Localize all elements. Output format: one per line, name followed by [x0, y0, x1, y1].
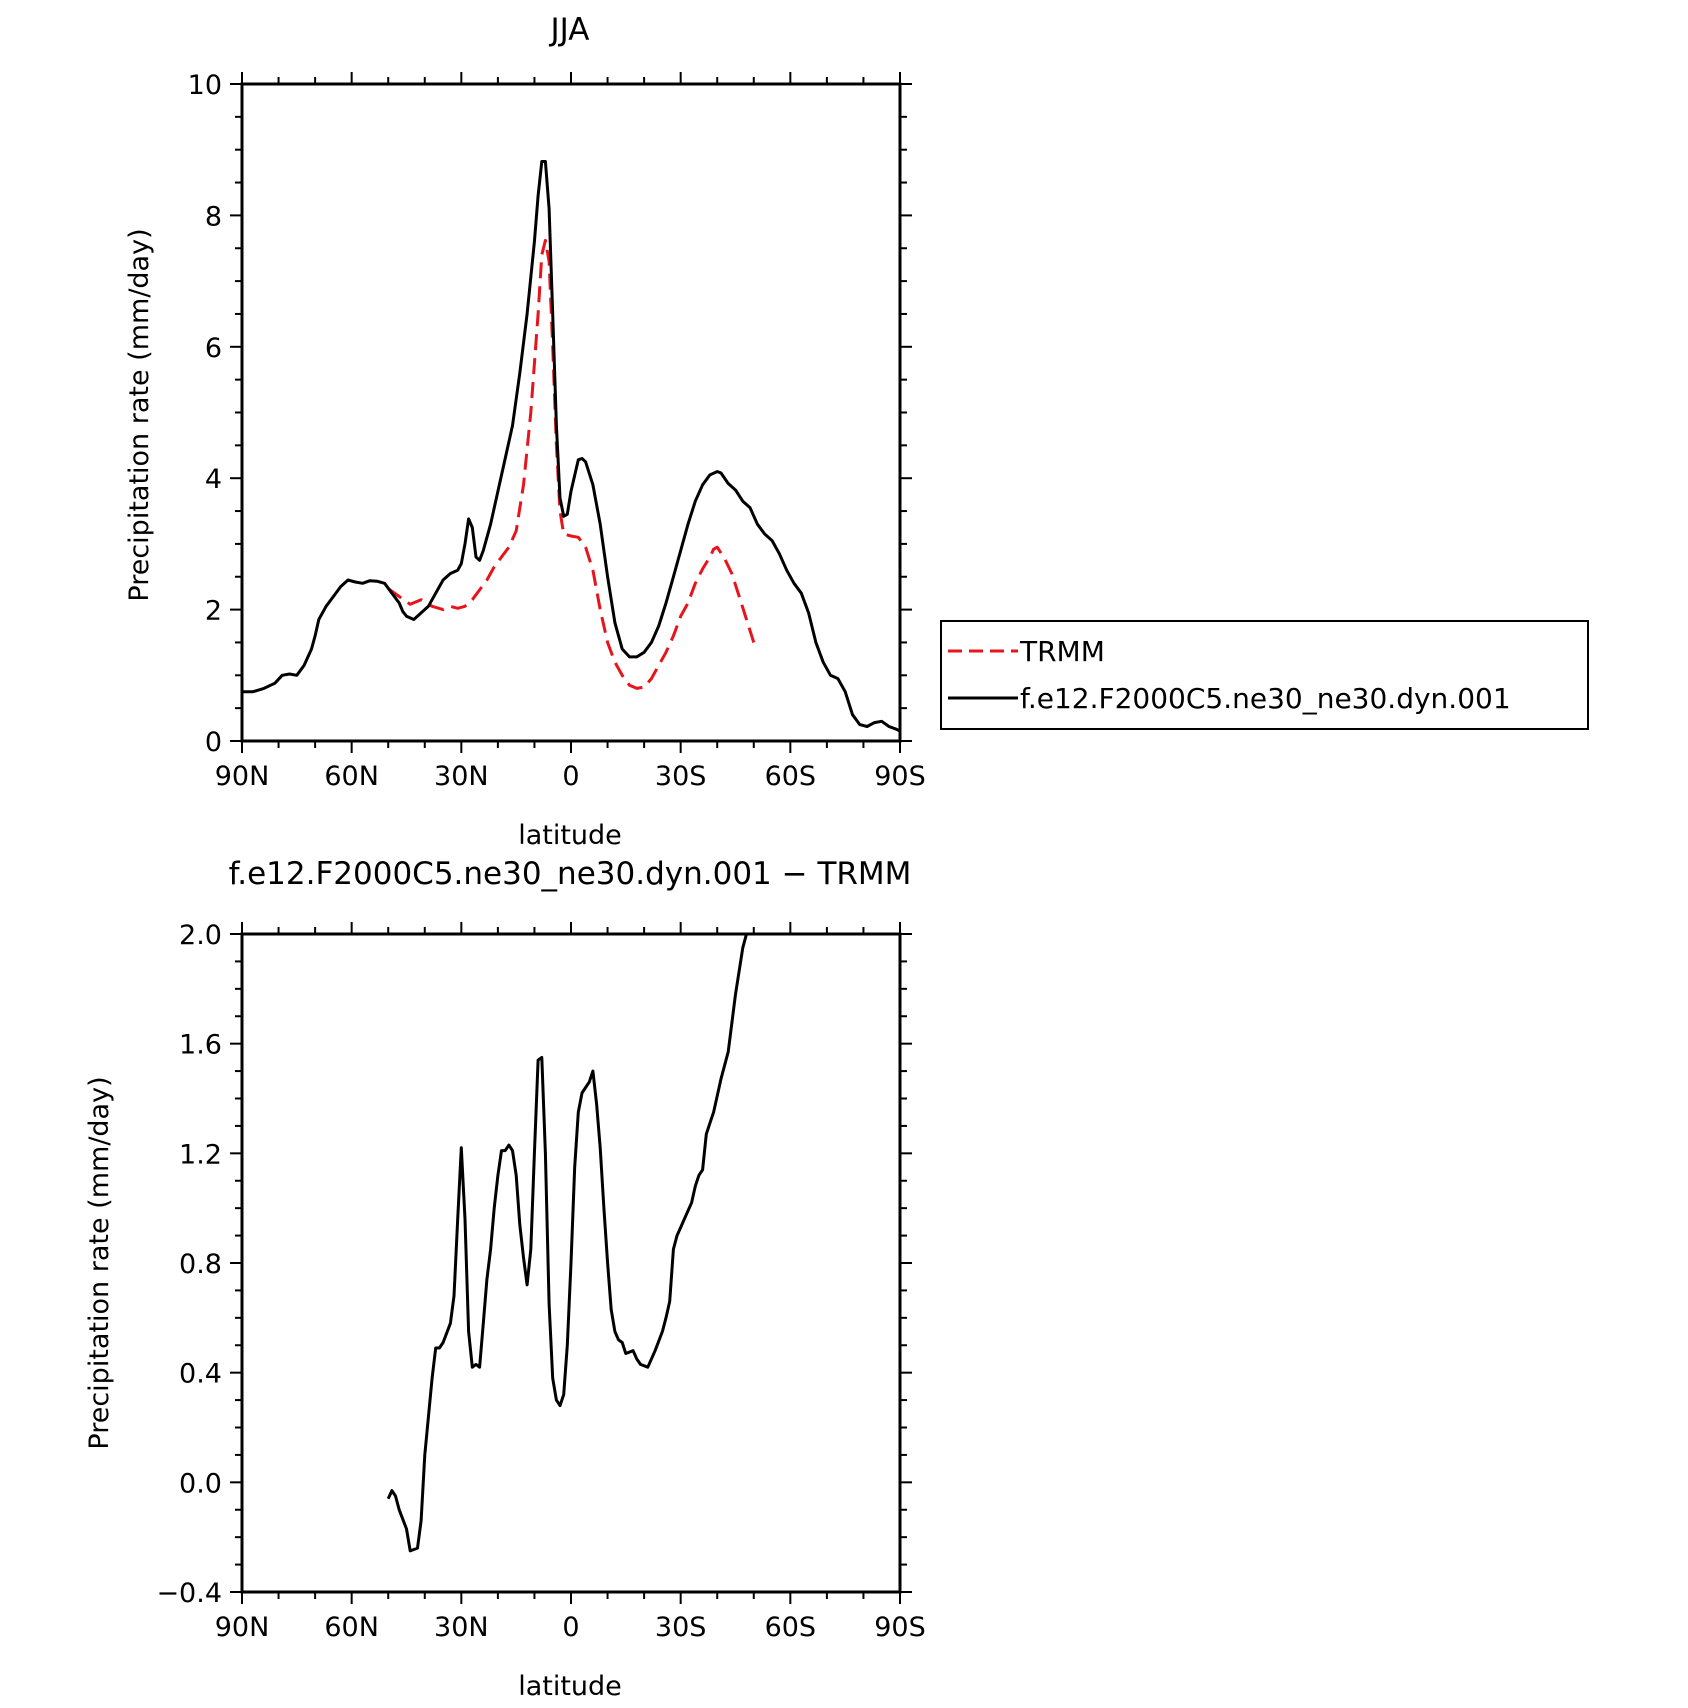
top-chart-series-line-1 [242, 160, 901, 733]
top-chart-ticks [230, 72, 912, 753]
bottom-chart-y-tick-label: 0.0 [179, 1468, 222, 1499]
top-chart-y-tick-label: 8 [205, 201, 222, 232]
bottom-chart-y-axis-title: Precipitation rate (mm/day) [84, 1076, 115, 1449]
bottom-chart-y-tick-label: 0.8 [179, 1249, 222, 1280]
top-chart-x-tick-label: 60S [765, 761, 817, 792]
bottom-chart-x-tick-label: 60N [324, 1612, 379, 1643]
top-chart-x-tick-labels: 90N 60N 30N 0 30S 60S 90S [215, 761, 926, 792]
top-chart-y-tick-label: 4 [205, 464, 222, 495]
top-chart-x-tick-label: 30N [434, 761, 489, 792]
bottom-chart-series-line-0 [386, 933, 748, 1553]
legend-label-model: f.e12.F2000C5.ne30_ne30.dyn.001 [1020, 682, 1511, 715]
top-chart-title: JJA [549, 12, 590, 48]
top-chart-x-axis-title: latitude [518, 820, 622, 851]
top-chart-y-tick-label: 2 [205, 596, 222, 627]
bottom-chart-y-tick-labels: −0.4 0.0 0.4 0.8 1.2 1.6 2.0 [156, 920, 222, 1609]
top-chart-series [242, 160, 901, 733]
bottom-chart-x-tick-label: 90N [215, 1612, 270, 1643]
top-chart-y-tick-label: 10 [188, 70, 222, 101]
bottom-chart-y-tick-label: 1.6 [179, 1030, 222, 1061]
top-chart-y-axis-title: Precipitation rate (mm/day) [124, 228, 155, 601]
legend-label-trmm: TRMM [1019, 635, 1105, 668]
bottom-chart-y-tick-label: −0.4 [156, 1578, 222, 1609]
top-chart-y-tick-labels: 0 2 4 6 8 10 [188, 70, 222, 758]
top-chart-x-tick-label: 0 [562, 761, 579, 792]
top-chart-series-line-0 [387, 238, 756, 690]
bottom-chart-y-tick-label: 1.2 [179, 1139, 222, 1170]
bottom-chart-frame [240, 932, 902, 1594]
top-chart-x-tick-label: 60N [324, 761, 379, 792]
top-chart-y-tick-label: 6 [205, 333, 222, 364]
bottom-chart-series [386, 933, 748, 1553]
top-chart-frame [240, 82, 902, 743]
bottom-chart-y-tick-label: 0.4 [179, 1359, 222, 1390]
bottom-chart-x-axis-title: latitude [518, 1671, 622, 1702]
bottom-chart-x-tick-label: 90S [874, 1612, 926, 1643]
bottom-chart-x-tick-labels: 90N 60N 30N 0 30S 60S 90S [215, 1612, 926, 1643]
legend-box [940, 620, 1589, 730]
top-chart: JJA 90N 60N 30N 0 30S 60S 90S 0 2 4 6 8 10 latitude… [124, 12, 926, 851]
bottom-chart-x-tick-label: 30N [434, 1612, 489, 1643]
bottom-chart-x-tick-label: 30S [655, 1612, 707, 1643]
bottom-chart-title: f.e12.F2000C5.ne30_ne30.dyn.001 − TRMM [229, 856, 912, 892]
top-chart-x-tick-label: 90S [874, 761, 926, 792]
top-chart-y-tick-label: 0 [205, 727, 222, 758]
bottom-chart-x-tick-label: 0 [562, 1612, 579, 1643]
bottom-chart-x-tick-label: 60S [765, 1612, 817, 1643]
top-chart-x-tick-label: 90N [215, 761, 270, 792]
bottom-chart: f.e12.F2000C5.ne30_ne30.dyn.001 − TRMM 9… [84, 856, 926, 1702]
bottom-chart-y-tick-label: 2.0 [179, 920, 222, 951]
legend: TRMM f.e12.F2000C5.ne30_ne30.dyn.001 [940, 620, 1589, 730]
top-chart-x-tick-label: 30S [655, 761, 707, 792]
